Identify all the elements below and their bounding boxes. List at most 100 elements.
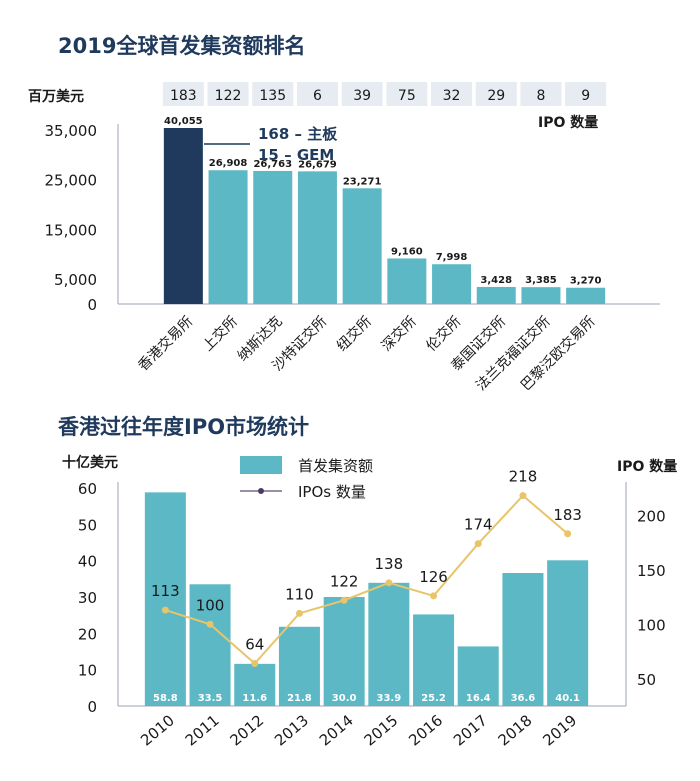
bar xyxy=(521,287,561,304)
bar-value-label: 30.0 xyxy=(332,693,357,704)
line-point xyxy=(474,540,482,548)
line-point xyxy=(430,592,438,600)
line-value-label: 100 xyxy=(196,596,225,614)
bar-value-label: 21.8 xyxy=(287,693,312,704)
chart2-title: 香港过往年度IPO市场统计 xyxy=(58,415,310,439)
ipo-count-box xyxy=(475,82,517,106)
bar xyxy=(547,560,589,706)
bar xyxy=(278,626,320,706)
ipo-count-label: 122 xyxy=(215,88,242,104)
ipo-count-label: 6 xyxy=(313,88,322,104)
ipo-count-label: 29 xyxy=(487,88,505,104)
category-label: 2016 xyxy=(405,711,446,749)
line-value-label: 122 xyxy=(330,572,359,590)
bar xyxy=(566,287,606,304)
y-tick-label: 0 xyxy=(87,296,97,314)
y-tick-label: 5,000 xyxy=(54,271,97,289)
category-label: 2015 xyxy=(361,711,402,749)
chart2-y2-unit: IPO 数量 xyxy=(617,459,678,475)
line-value-label: 138 xyxy=(375,555,404,573)
y-tick-label: 60 xyxy=(78,480,97,498)
y-tick-label: 10 xyxy=(78,662,97,680)
category-label: 2017 xyxy=(450,711,491,749)
line-value-label: 183 xyxy=(553,506,582,524)
line-point xyxy=(385,579,393,587)
bar-value-label: 3,428 xyxy=(480,275,512,286)
category-label: 2012 xyxy=(226,711,267,749)
bar xyxy=(234,663,276,706)
bar-value-label: 11.6 xyxy=(242,693,267,704)
line-value-label: 218 xyxy=(509,468,538,486)
chart1-svg: 183 122 135 6 39 75 32 29 8 9 0 5,000 15,000 25,000 35… xyxy=(45,82,660,394)
ipo-count-box xyxy=(296,82,338,106)
line-point xyxy=(251,659,259,667)
ipo-count-label: 135 xyxy=(259,88,286,104)
bar xyxy=(387,258,427,304)
legend-bar-swatch xyxy=(240,456,282,474)
bar-value-label: 3,385 xyxy=(525,275,557,286)
bar-value-label: 25.2 xyxy=(421,693,446,704)
y-tick-label: 40 xyxy=(78,553,97,571)
bar xyxy=(163,128,203,304)
y-tick-label: 35,000 xyxy=(45,122,98,140)
y2-tick-label: 150 xyxy=(637,562,666,580)
ipo-count-box xyxy=(341,82,383,106)
y2-tick-label: 100 xyxy=(637,616,666,634)
y2-tick-label: 200 xyxy=(637,507,666,525)
y-tick-label: 20 xyxy=(78,625,97,643)
line-value-label: 64 xyxy=(245,635,264,653)
bar-value-label: 58.8 xyxy=(153,693,178,704)
bar-value-label: 33.9 xyxy=(377,693,402,704)
category-label: 2019 xyxy=(539,711,580,749)
annotation-main-board: 168 – 主板 xyxy=(258,125,338,143)
bar xyxy=(144,492,186,706)
legend-line-label: IPOs 数量 xyxy=(298,483,366,501)
ipo-count-label: 32 xyxy=(443,88,461,104)
ipo-count-box xyxy=(207,82,249,106)
y-tick-label: 50 xyxy=(78,516,97,534)
category-label: 2013 xyxy=(271,711,312,749)
chart1-y-unit: 百万美元 xyxy=(28,89,84,105)
line-point xyxy=(564,530,572,538)
ipo-count-label: 9 xyxy=(581,88,590,104)
line-point xyxy=(295,609,303,617)
line-value-label: 110 xyxy=(285,585,314,603)
chart1-title: 2019全球首发集资额排名 xyxy=(58,34,306,58)
ipo-count-label: 39 xyxy=(353,88,371,104)
bar xyxy=(502,573,544,706)
y2-tick-label: 50 xyxy=(637,671,656,689)
legend-line-marker xyxy=(258,488,264,494)
ipo-count-line xyxy=(165,494,569,665)
ipo-count-box xyxy=(252,82,294,106)
bar xyxy=(323,597,365,706)
bar-value-label: 26,908 xyxy=(209,158,248,169)
ipo-count-box xyxy=(162,82,204,106)
line-value-label: 174 xyxy=(464,516,493,534)
chart2-y-unit: 十亿美元 xyxy=(62,455,118,471)
category-label: 2010 xyxy=(137,711,178,749)
bar-value-label: 40.1 xyxy=(555,693,580,704)
annotation-gem: 15 – GEM xyxy=(258,146,334,164)
ipo-count-box xyxy=(520,82,562,106)
bar xyxy=(297,171,337,304)
y-tick-label: 30 xyxy=(78,589,97,607)
bar-value-label: 33.5 xyxy=(198,693,223,704)
bar-value-label: 26,679 xyxy=(298,159,337,170)
ipo-count-box xyxy=(565,82,607,106)
ipo-count-label: 75 xyxy=(398,88,416,104)
bar xyxy=(432,264,472,304)
bar-value-label: 16.4 xyxy=(466,693,491,704)
line-point xyxy=(340,596,348,604)
bar xyxy=(413,614,455,706)
line-point xyxy=(519,492,527,500)
line-point xyxy=(206,620,214,628)
line-point xyxy=(161,606,169,614)
bar xyxy=(253,170,293,304)
y-tick-label: 0 xyxy=(87,698,97,716)
bar-value-label: 7,998 xyxy=(436,252,468,263)
ipo-count-label: 8 xyxy=(536,88,545,104)
bar xyxy=(476,286,516,304)
category-label: 2014 xyxy=(316,711,357,749)
y-tick-label: 15,000 xyxy=(45,221,98,239)
